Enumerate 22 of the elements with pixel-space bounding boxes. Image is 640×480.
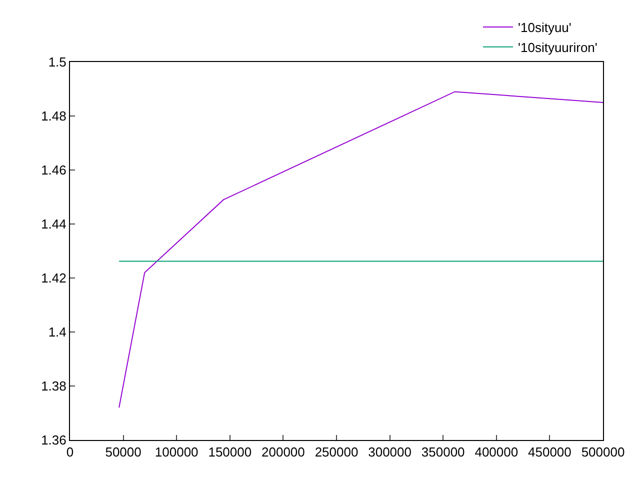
x-tick-label: 150000	[208, 444, 252, 460]
x-tick-label: 350000	[421, 444, 465, 460]
legend-label: '10sityuu'	[518, 20, 572, 36]
x-tick-label: 0	[66, 444, 74, 460]
y-tick-label: 1.46	[41, 162, 66, 178]
x-tick-label: 300000	[368, 444, 412, 460]
y-tick-label: 1.4	[48, 324, 66, 340]
legend-label: '10sityuuriron'	[518, 40, 598, 55]
y-tick-label: 1.38	[41, 378, 66, 394]
x-tick-label: 500000	[581, 444, 625, 460]
line-series	[118, 91, 603, 408]
y-tick-label: 1.5	[48, 54, 66, 70]
y-tick-label: 1.48	[41, 108, 66, 124]
y-tick-label: 1.42	[41, 270, 66, 286]
x-tick-label: 400000	[474, 444, 518, 460]
x-tick-label: 250000	[314, 444, 358, 460]
x-tick-label: 200000	[262, 444, 305, 460]
x-tick-label: 50000	[105, 444, 142, 460]
x-tick-label: 450000	[528, 444, 572, 460]
y-tick-label: 1.36	[41, 432, 66, 448]
y-tick-label: 1.44	[41, 216, 66, 232]
x-tick-label: 100000	[154, 444, 198, 460]
